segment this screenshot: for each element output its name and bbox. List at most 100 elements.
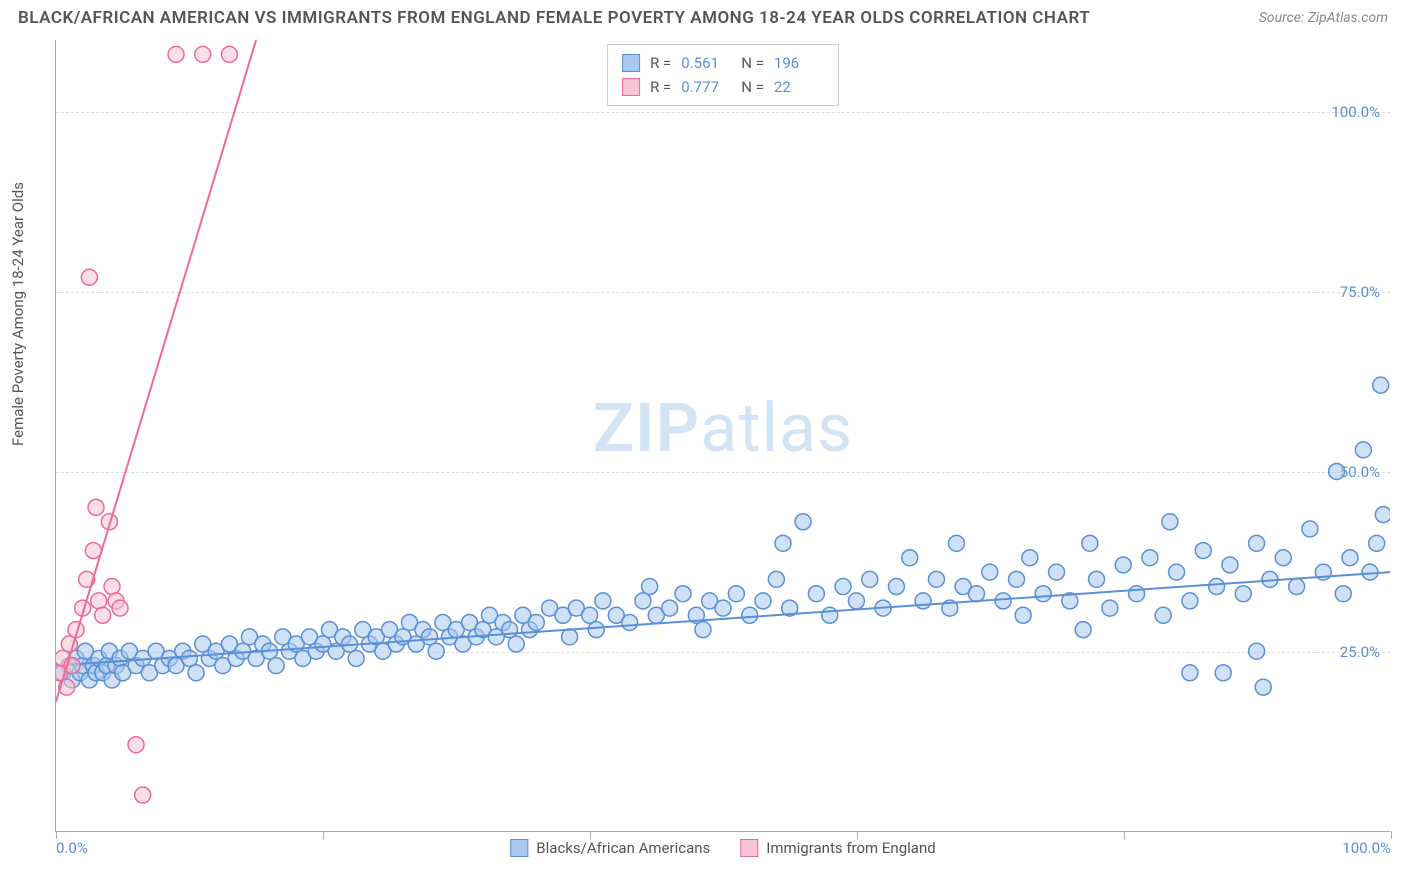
data-point	[862, 571, 878, 587]
data-point	[1155, 607, 1171, 623]
data-point	[562, 629, 578, 645]
data-point	[675, 586, 691, 602]
y-axis-label: Female Poverty Among 18-24 Year Olds	[9, 182, 27, 446]
scatter-svg	[56, 40, 1390, 831]
data-point	[502, 622, 518, 638]
data-point	[128, 737, 144, 753]
data-point	[268, 658, 284, 674]
x-tick-label: 0.0%	[56, 839, 88, 857]
x-tick	[323, 831, 324, 839]
data-point	[1249, 535, 1265, 551]
data-point	[1169, 564, 1185, 580]
data-point	[1373, 377, 1389, 393]
data-point	[742, 607, 758, 623]
legend-r-value-0: 0.561	[681, 51, 731, 75]
data-point	[348, 650, 364, 666]
data-point	[588, 622, 604, 638]
legend-item-0: Blacks/African Americans	[510, 839, 710, 857]
legend-n-value-0: 196	[774, 51, 824, 75]
legend-swatch-blue	[622, 54, 640, 72]
data-point	[1302, 521, 1318, 537]
data-point	[968, 586, 984, 602]
data-point	[728, 586, 744, 602]
legend-r-label: R =	[650, 75, 671, 99]
data-point	[1335, 586, 1351, 602]
legend-swatch-pink	[740, 839, 758, 857]
data-point	[1362, 564, 1378, 580]
data-point	[1289, 579, 1305, 595]
data-point	[835, 579, 851, 595]
legend-stats-row-0: R = 0.561 N = 196	[622, 51, 824, 75]
legend-swatch-blue	[510, 839, 528, 857]
legend-n-label: N =	[741, 75, 764, 99]
data-point	[1222, 557, 1238, 573]
data-point	[642, 579, 658, 595]
data-point	[1355, 442, 1371, 458]
data-point	[1102, 600, 1118, 616]
data-point	[662, 600, 678, 616]
legend-r-label: R =	[650, 51, 671, 75]
data-point	[1035, 586, 1051, 602]
data-point	[1195, 543, 1211, 559]
data-point	[775, 535, 791, 551]
data-point	[755, 593, 771, 609]
legend-label-1: Immigrants from England	[766, 839, 935, 857]
legend-label-0: Blacks/African Americans	[536, 839, 710, 857]
data-point	[1162, 514, 1178, 530]
legend-item-1: Immigrants from England	[740, 839, 935, 857]
data-point	[715, 600, 731, 616]
data-point	[1082, 535, 1098, 551]
data-point	[582, 607, 598, 623]
legend-r-value-1: 0.777	[681, 75, 731, 99]
data-point	[1182, 665, 1198, 681]
data-point	[91, 593, 107, 609]
data-point	[768, 571, 784, 587]
data-point	[1235, 586, 1251, 602]
data-point	[1022, 550, 1038, 566]
data-point	[1275, 550, 1291, 566]
data-point	[188, 665, 204, 681]
data-point	[948, 535, 964, 551]
legend-stats: R = 0.561 N = 196 R = 0.777 N = 22	[607, 44, 839, 106]
data-point	[181, 650, 197, 666]
data-point	[635, 593, 651, 609]
x-tick-label: 100.0%	[1342, 839, 1391, 857]
trend-line	[56, 40, 256, 702]
data-point	[928, 571, 944, 587]
data-point	[428, 643, 444, 659]
data-point	[88, 499, 104, 515]
data-point	[902, 550, 918, 566]
data-point	[195, 46, 211, 62]
data-point	[1142, 550, 1158, 566]
data-point	[1209, 579, 1225, 595]
data-point	[1049, 564, 1065, 580]
chart-title: BLACK/AFRICAN AMERICAN VS IMMIGRANTS FRO…	[18, 8, 1090, 28]
source-label: Source:	[1259, 10, 1304, 26]
data-point	[622, 614, 638, 630]
x-tick	[590, 831, 591, 839]
data-point	[1129, 586, 1145, 602]
data-point	[1342, 550, 1358, 566]
data-point	[135, 787, 151, 803]
data-point	[695, 622, 711, 638]
data-point	[1115, 557, 1131, 573]
data-point	[822, 607, 838, 623]
trend-line	[56, 572, 1390, 665]
data-point	[1182, 593, 1198, 609]
data-point	[888, 579, 904, 595]
x-tick	[1391, 831, 1392, 839]
x-tick	[56, 831, 57, 839]
data-point	[1255, 679, 1271, 695]
data-point	[1369, 535, 1385, 551]
data-point	[1215, 665, 1231, 681]
source-value: ZipAtlas.com	[1308, 10, 1388, 26]
data-point	[1008, 571, 1024, 587]
data-point	[982, 564, 998, 580]
data-point	[595, 593, 611, 609]
data-point	[221, 46, 237, 62]
data-point	[1075, 622, 1091, 638]
plot-area: ZIPatlas R = 0.561 N = 196 R = 0.777 N =…	[55, 40, 1390, 832]
legend-series: Blacks/African Americans Immigrants from…	[510, 839, 935, 857]
data-point	[528, 614, 544, 630]
data-point	[995, 593, 1011, 609]
